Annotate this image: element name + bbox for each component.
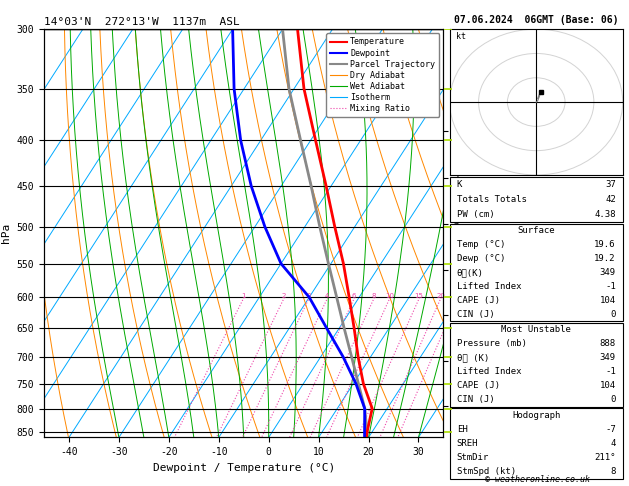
Text: θᴇ(K): θᴇ(K) xyxy=(457,268,484,277)
Text: 07.06.2024  06GMT (Base: 06): 07.06.2024 06GMT (Base: 06) xyxy=(454,15,618,25)
Text: Lifted Index: Lifted Index xyxy=(457,282,521,291)
Text: 4: 4 xyxy=(325,293,330,298)
Text: 0: 0 xyxy=(610,395,616,404)
Text: kt: kt xyxy=(455,32,465,41)
Text: Most Unstable: Most Unstable xyxy=(501,325,571,334)
Text: 25: 25 xyxy=(454,293,462,298)
Text: 1: 1 xyxy=(241,293,246,298)
Text: SREH: SREH xyxy=(457,439,478,448)
Text: Dewp (°C): Dewp (°C) xyxy=(457,254,505,263)
Text: 8: 8 xyxy=(372,293,376,298)
Text: 349: 349 xyxy=(599,268,616,277)
Text: 2: 2 xyxy=(282,293,286,298)
Text: K: K xyxy=(457,180,462,190)
Text: CAPE (J): CAPE (J) xyxy=(457,381,499,390)
Legend: Temperature, Dewpoint, Parcel Trajectory, Dry Adiabat, Wet Adiabat, Isotherm, Mi: Temperature, Dewpoint, Parcel Trajectory… xyxy=(326,34,439,117)
Text: 104: 104 xyxy=(599,296,616,305)
Text: Lifted Index: Lifted Index xyxy=(457,367,521,376)
Text: 10: 10 xyxy=(385,293,394,298)
X-axis label: Dewpoint / Temperature (°C): Dewpoint / Temperature (°C) xyxy=(153,463,335,473)
Text: 349: 349 xyxy=(599,353,616,362)
Text: 3: 3 xyxy=(306,293,311,298)
Y-axis label: hPa: hPa xyxy=(1,223,11,243)
Text: 19.2: 19.2 xyxy=(594,254,616,263)
Text: CIN (J): CIN (J) xyxy=(457,310,494,319)
Text: -1: -1 xyxy=(605,282,616,291)
Text: 20: 20 xyxy=(437,293,445,298)
Text: -7: -7 xyxy=(605,425,616,434)
Text: 6: 6 xyxy=(352,293,357,298)
Text: -1: -1 xyxy=(605,367,616,376)
Text: 888: 888 xyxy=(599,339,616,348)
Text: θᴇ (K): θᴇ (K) xyxy=(457,353,489,362)
Text: CAPE (J): CAPE (J) xyxy=(457,296,499,305)
Text: © weatheronline.co.uk: © weatheronline.co.uk xyxy=(486,474,590,484)
Text: StmSpd (kt): StmSpd (kt) xyxy=(457,467,516,476)
Text: 14°03'N  272°13'W  1137m  ASL: 14°03'N 272°13'W 1137m ASL xyxy=(44,17,240,27)
Y-axis label: km
ASL: km ASL xyxy=(470,233,487,255)
Text: Temp (°C): Temp (°C) xyxy=(457,240,505,249)
Text: Hodograph: Hodograph xyxy=(512,411,560,420)
Text: Surface: Surface xyxy=(518,226,555,235)
Text: Totals Totals: Totals Totals xyxy=(457,195,526,204)
Text: PW (cm): PW (cm) xyxy=(457,210,494,219)
Text: 42: 42 xyxy=(605,195,616,204)
Text: 4: 4 xyxy=(610,439,616,448)
Text: CIN (J): CIN (J) xyxy=(457,395,494,404)
Text: 104: 104 xyxy=(599,381,616,390)
Text: 4.38: 4.38 xyxy=(594,210,616,219)
Text: 8: 8 xyxy=(610,467,616,476)
Text: 19.6: 19.6 xyxy=(594,240,616,249)
Text: 15: 15 xyxy=(415,293,423,298)
Text: StmDir: StmDir xyxy=(457,453,489,462)
Text: 211°: 211° xyxy=(594,453,616,462)
Text: Pressure (mb): Pressure (mb) xyxy=(457,339,526,348)
Text: 37: 37 xyxy=(605,180,616,190)
Text: EH: EH xyxy=(457,425,467,434)
Text: LCL: LCL xyxy=(449,426,465,434)
Text: 0: 0 xyxy=(610,310,616,319)
